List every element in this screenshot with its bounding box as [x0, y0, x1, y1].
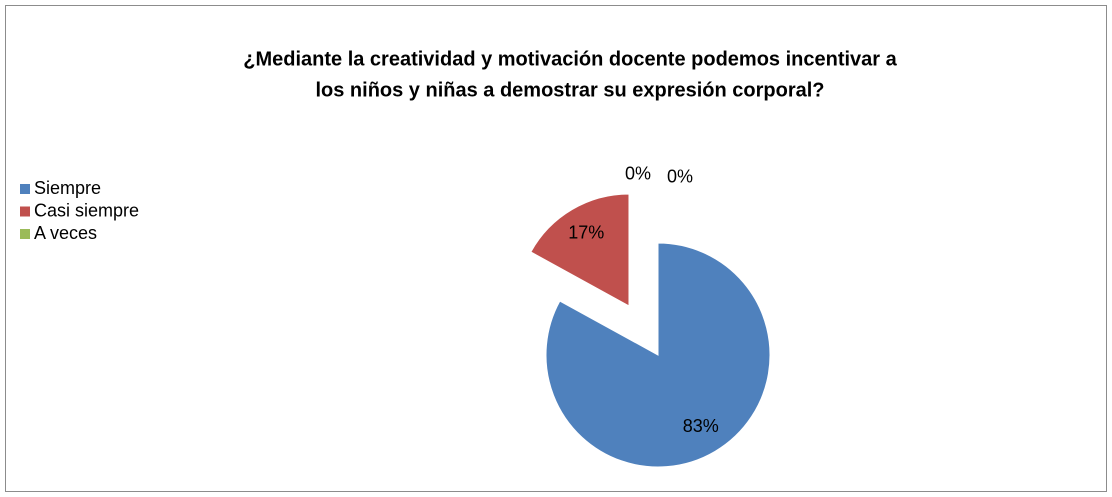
data-label: 0% [625, 164, 651, 184]
data-label: 17% [568, 222, 604, 242]
chart-title: los niños y niñas a demostrar su expresi… [315, 79, 824, 101]
legend-swatch [20, 184, 30, 194]
legend-label: Siempre [34, 178, 101, 198]
data-label: 83% [683, 416, 719, 436]
legend-label: A veces [34, 223, 97, 243]
legend-label: Casi siempre [34, 200, 139, 220]
pie-slice [530, 193, 630, 307]
pie-slice [545, 242, 771, 468]
legend-swatch [20, 229, 30, 239]
data-label: 0% [667, 167, 693, 187]
chart-title: ¿Mediante la creatividad y motivación do… [243, 48, 897, 70]
legend-swatch [20, 206, 30, 217]
